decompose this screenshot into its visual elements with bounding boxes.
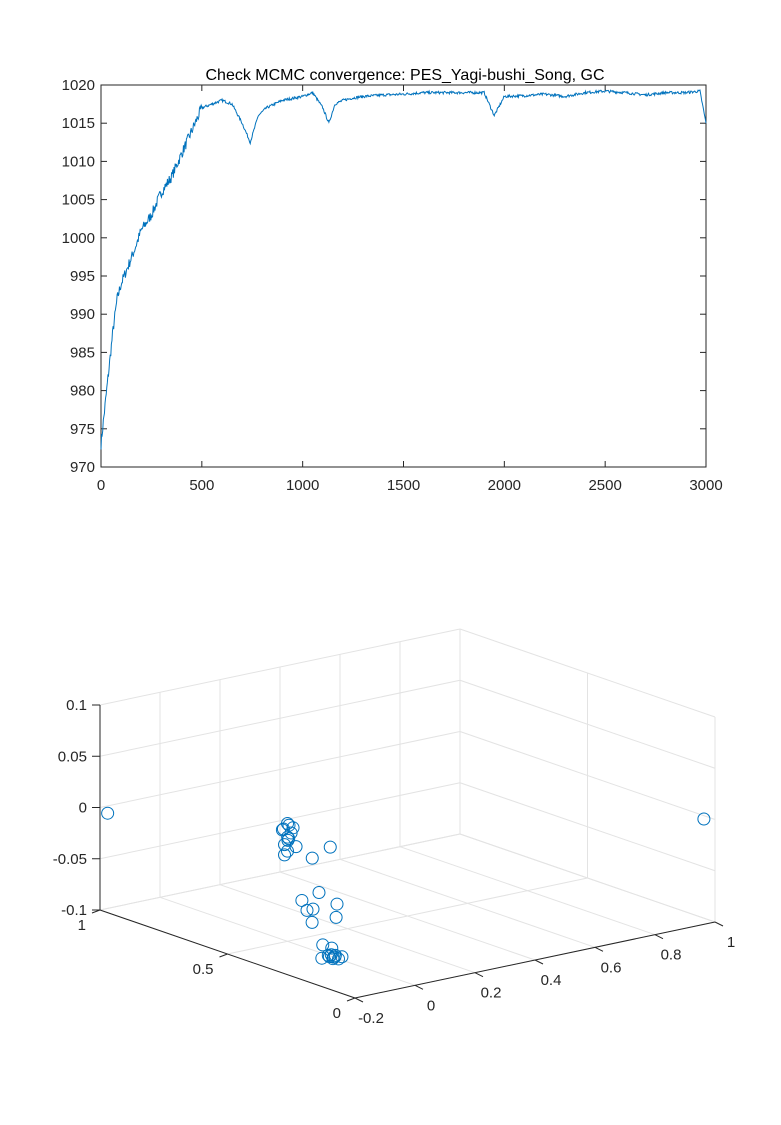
z-tick-label: -0.05 — [53, 851, 87, 868]
line-x-axis: 0 500 1000 1500 2000 2500 3000 — [97, 85, 723, 494]
y-tick-label: 990 — [70, 306, 95, 323]
side-grid-line — [459, 782, 716, 872]
scatter-grid — [99, 628, 716, 999]
x-tick-label: 0 — [97, 477, 105, 494]
scatter-point — [315, 951, 329, 965]
scatter-point — [335, 950, 349, 964]
scatter-point — [281, 830, 295, 844]
scatter-point — [278, 848, 291, 862]
y-tick-label: 985 — [70, 344, 95, 361]
x-tick-label: 1 — [727, 934, 735, 951]
x-tick-label: 0 — [427, 997, 435, 1014]
x-tick-label: 1000 — [286, 477, 319, 494]
y-tick-label: 1020 — [62, 77, 95, 94]
x-tick-label: 0.6 — [601, 959, 622, 976]
scatter-point — [328, 950, 342, 964]
y-tick-label: 1000 — [62, 230, 95, 247]
line-plot-area — [100, 84, 707, 468]
x-tick-mark — [354, 997, 364, 1003]
x-tick-label: 2000 — [488, 477, 521, 494]
line-y-axis: 970 975 980 985 990 995 1000 1005 1010 1015 1020 — [62, 77, 706, 476]
z-tick-label: 0.05 — [58, 748, 87, 765]
y-tick-label: 1010 — [62, 153, 95, 170]
scatter-point — [316, 938, 330, 952]
scatter-point — [101, 806, 115, 820]
scatter-point — [332, 952, 345, 966]
x-tick-label: 2500 — [588, 477, 621, 494]
z-tick-label: -0.1 — [61, 902, 87, 919]
x-tick-mark — [414, 984, 424, 990]
x-tick-label: 500 — [189, 477, 214, 494]
scatter-points — [101, 806, 711, 966]
mcmc-trace-line — [100, 89, 707, 450]
line-series-group — [100, 89, 707, 450]
y-tick-mark — [346, 997, 356, 1002]
x-tick-mark — [474, 972, 484, 978]
back-grid-line — [99, 782, 461, 860]
y-tick-label: 980 — [70, 383, 95, 400]
y-tick-mark — [219, 953, 228, 958]
back-grid-line — [99, 628, 461, 706]
y-tick-label: 1005 — [62, 192, 95, 209]
y-tick-label: 1 — [78, 917, 86, 934]
scatter-point — [306, 902, 320, 916]
y-tick-label: 970 — [70, 459, 95, 476]
scatter-point — [275, 823, 289, 837]
scatter-point — [322, 950, 336, 964]
back-grid-line — [99, 679, 461, 757]
scatter-point — [305, 915, 319, 929]
scatter-point — [312, 885, 326, 899]
x-tick-label: 0.8 — [661, 947, 682, 964]
side-grid-line — [459, 679, 716, 769]
scatter-point — [284, 826, 298, 840]
y-tick-label: 0.5 — [193, 961, 214, 978]
scatter-point — [329, 910, 343, 924]
y-tick-label: 975 — [70, 421, 95, 438]
chart-title: Check MCMC convergence: PES_Yagi-bushi_S… — [206, 67, 605, 84]
scatter-point — [697, 812, 711, 826]
scatter-point — [330, 897, 344, 911]
scatter-point — [281, 844, 294, 858]
scatter-point — [326, 952, 340, 966]
y-tick-label: 995 — [70, 268, 95, 285]
x-tick-label: 1500 — [387, 477, 420, 494]
side-grid-line — [459, 731, 716, 820]
x-tick-label: -0.2 — [358, 1010, 384, 1027]
scatter-point — [281, 833, 295, 847]
line-chart: Check MCMC convergence: PES_Yagi-bushi_S… — [62, 67, 723, 494]
floor-grid-line — [227, 877, 588, 955]
x-tick-label: 0.4 — [541, 972, 562, 989]
scatter-point — [325, 941, 339, 955]
side-grid-line — [459, 628, 716, 718]
scatter-point — [300, 903, 314, 917]
x-tick-mark — [594, 946, 604, 952]
back-grid-line — [99, 833, 461, 911]
x-tick-mark — [654, 934, 664, 940]
x-tick-mark — [714, 921, 724, 927]
scatter-point — [305, 851, 319, 865]
scatter-point — [289, 840, 303, 854]
y-tick-label: 0 — [333, 1005, 341, 1022]
y-tick-label: 1015 — [62, 115, 95, 132]
x-tick-mark — [534, 959, 544, 965]
z-tick-label: 0.1 — [66, 697, 87, 714]
side-grid-line — [459, 833, 716, 923]
x-tick-label: 3000 — [689, 477, 722, 494]
x-tick-label: 0.2 — [481, 985, 502, 1002]
scatter-point — [323, 840, 337, 854]
z-tick-label: 0 — [79, 800, 87, 817]
back-grid-line — [99, 731, 461, 808]
